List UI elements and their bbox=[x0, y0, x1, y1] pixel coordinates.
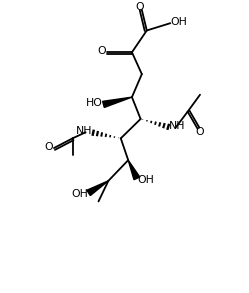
Text: OH: OH bbox=[137, 175, 154, 185]
Text: O: O bbox=[135, 2, 144, 12]
Text: HO: HO bbox=[86, 98, 103, 108]
Polygon shape bbox=[103, 97, 132, 108]
Text: O: O bbox=[196, 127, 204, 137]
Text: O: O bbox=[44, 142, 53, 152]
Text: OH: OH bbox=[170, 17, 187, 27]
Text: OH: OH bbox=[71, 189, 88, 199]
Polygon shape bbox=[128, 160, 140, 180]
Polygon shape bbox=[87, 181, 108, 195]
Text: NH: NH bbox=[76, 126, 92, 136]
Text: NH: NH bbox=[169, 121, 185, 131]
Text: O: O bbox=[97, 46, 106, 56]
